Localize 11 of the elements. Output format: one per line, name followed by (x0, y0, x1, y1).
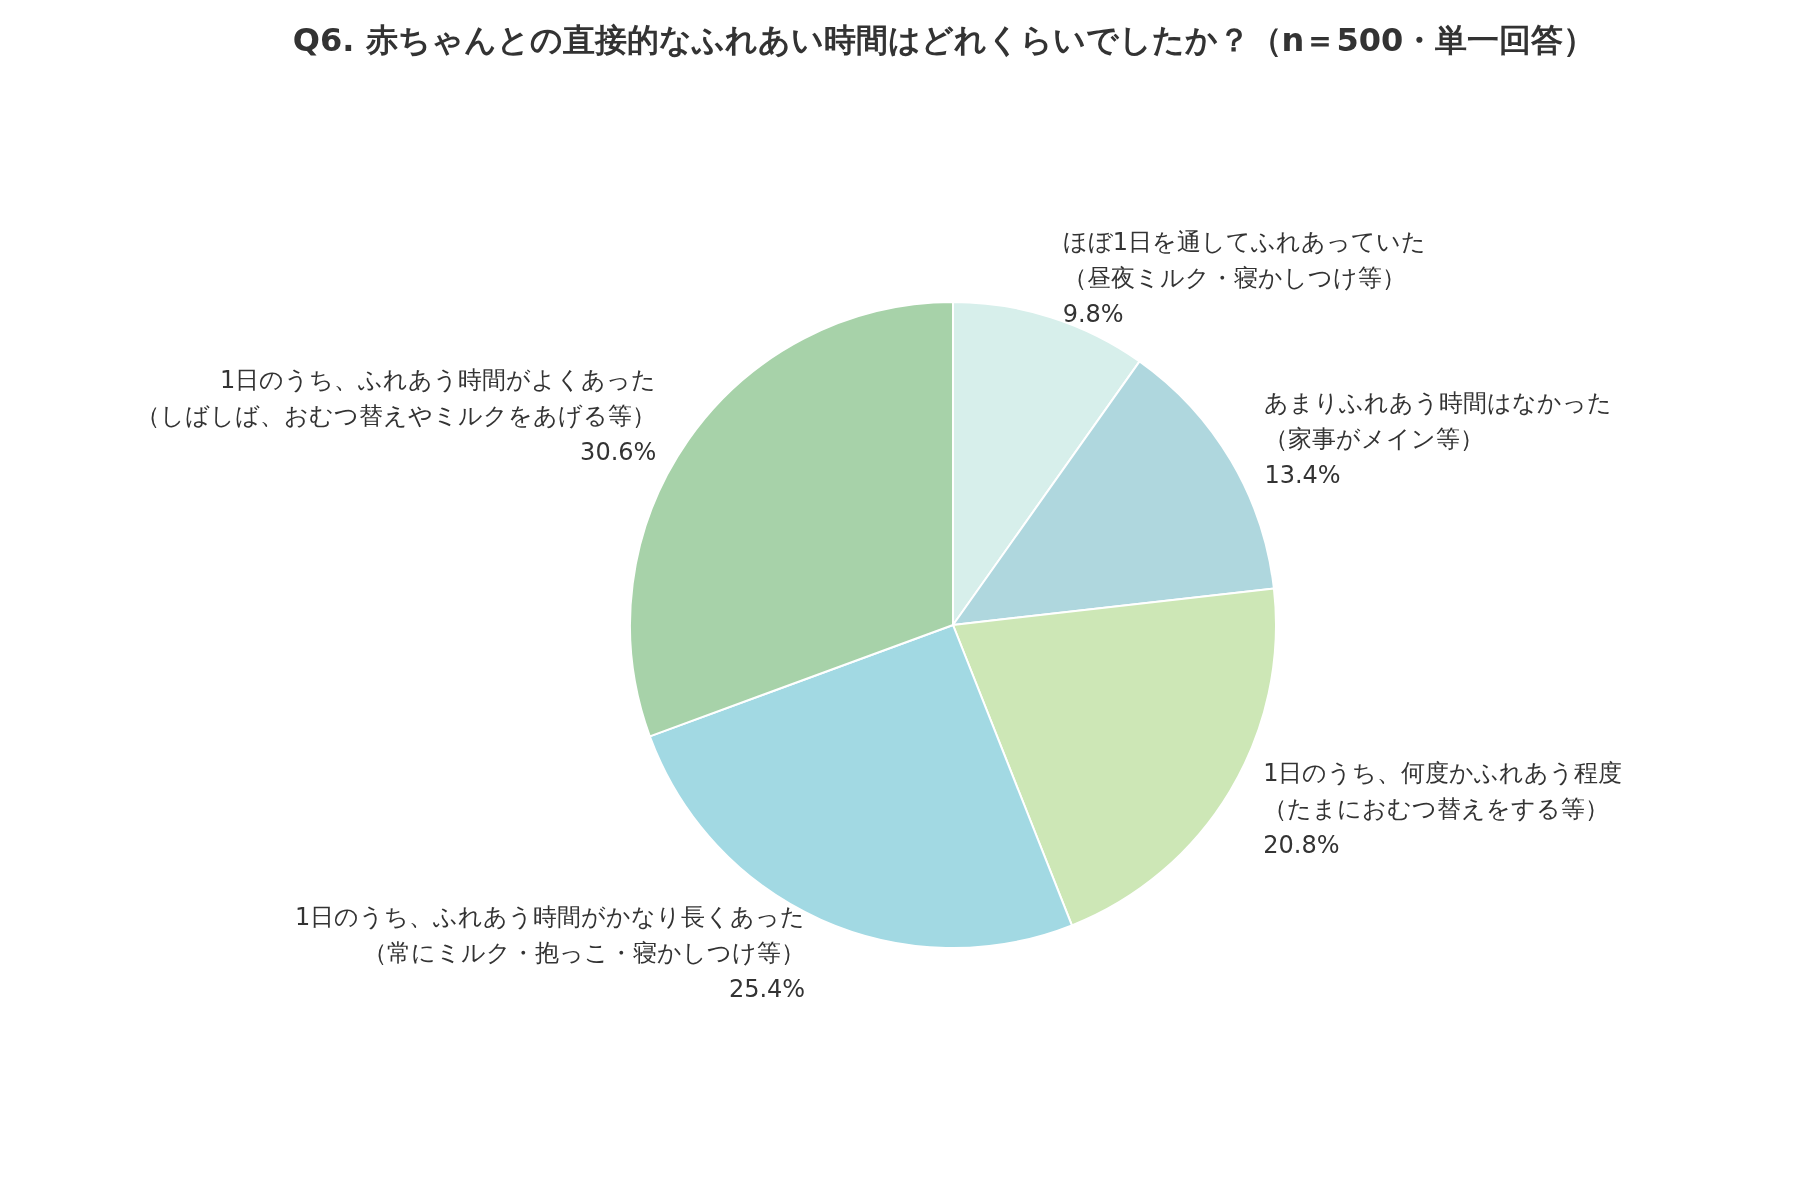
slice-label: 1日のうち、ふれあう時間がかなり長くあった（常にミルク・抱っこ・寝かしつけ等） (294, 903, 806, 968)
slice-label: ほぼ1日を通してふれあっていた（昼夜ミルク・寝かしつけ等） (1062, 228, 1426, 293)
slice-label: 1日のうち、ふれあう時間がよくあった（しばしば、おむつ替えやミルクをあげる等） (136, 366, 657, 431)
data-label: 25.4% (728, 975, 806, 1004)
slice-label: あまりふれあう時間はなかった（家事がメイン等） (1264, 389, 1613, 454)
data-label: 9.8% (1062, 300, 1124, 329)
chart-title: Q6. 赤ちゃんとの直接的なふれあい時間はどれくらいでしたか？（n＝500・単一回答） (292, 21, 1596, 60)
data-label: 20.8% (1263, 831, 1340, 860)
slice-label: 1日のうち、何度かふれあう程度（たまにおむつ替えをする等） (1263, 759, 1623, 824)
data-label: 30.6% (580, 438, 657, 467)
data-label: 13.4% (1264, 461, 1341, 490)
